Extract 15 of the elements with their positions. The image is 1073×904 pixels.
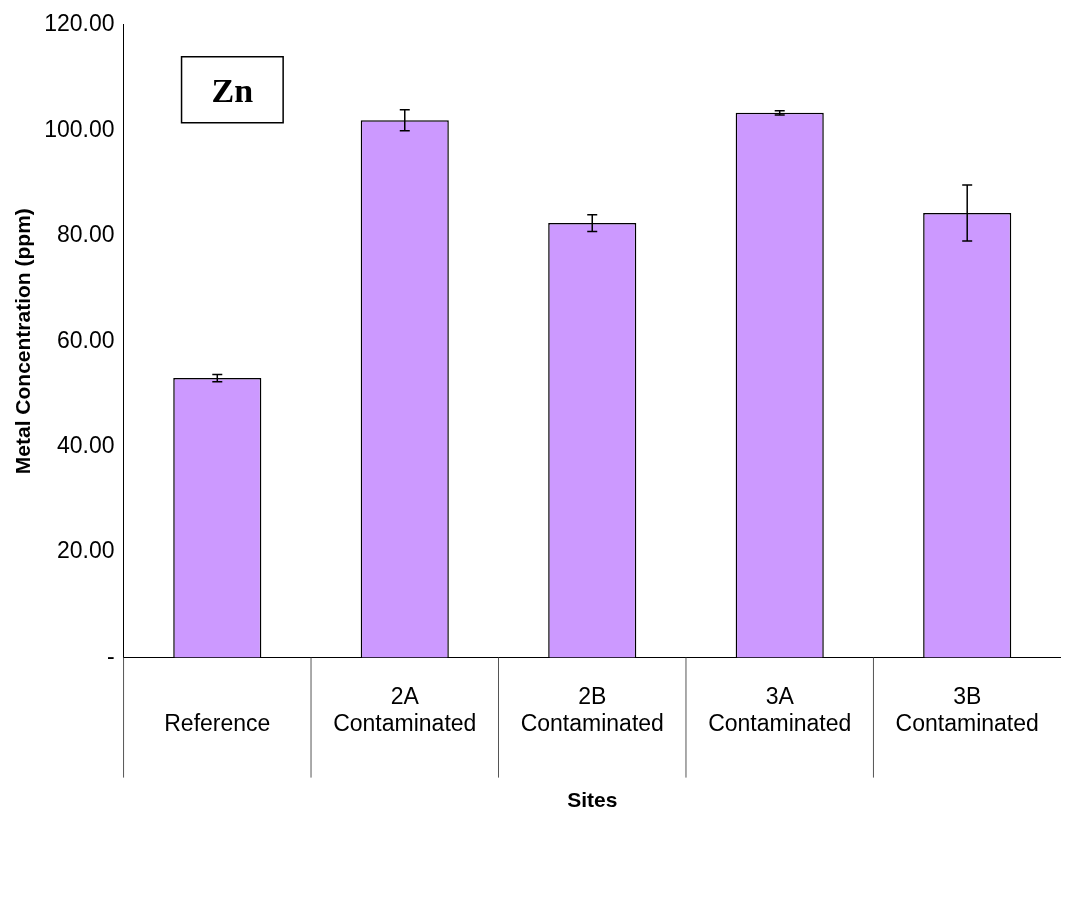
x-tick-label: 2B Contaminated bbox=[520, 682, 664, 737]
x-axis-title: Sites bbox=[567, 788, 618, 812]
y-tick-label: 120.00 bbox=[44, 10, 115, 37]
y-tick-label: 40.00 bbox=[56, 432, 115, 459]
x-tick-label: 3A Contaminated bbox=[708, 682, 852, 737]
y-tick-label: 80.00 bbox=[56, 221, 115, 248]
x-tick-label: 3B Contaminated bbox=[895, 682, 1039, 737]
y-tick-label: - bbox=[106, 642, 115, 669]
y-tick-label: 100.00 bbox=[44, 115, 115, 142]
y-tick-label: 20.00 bbox=[56, 537, 115, 564]
y-tick-label: 60.00 bbox=[56, 326, 115, 353]
x-tick-label: 2A Contaminated bbox=[333, 682, 477, 737]
x-tick-label: Reference bbox=[164, 710, 271, 737]
annotation: Zn bbox=[211, 71, 254, 109]
y-axis-title: Metal Concentration (ppm) bbox=[11, 208, 35, 475]
